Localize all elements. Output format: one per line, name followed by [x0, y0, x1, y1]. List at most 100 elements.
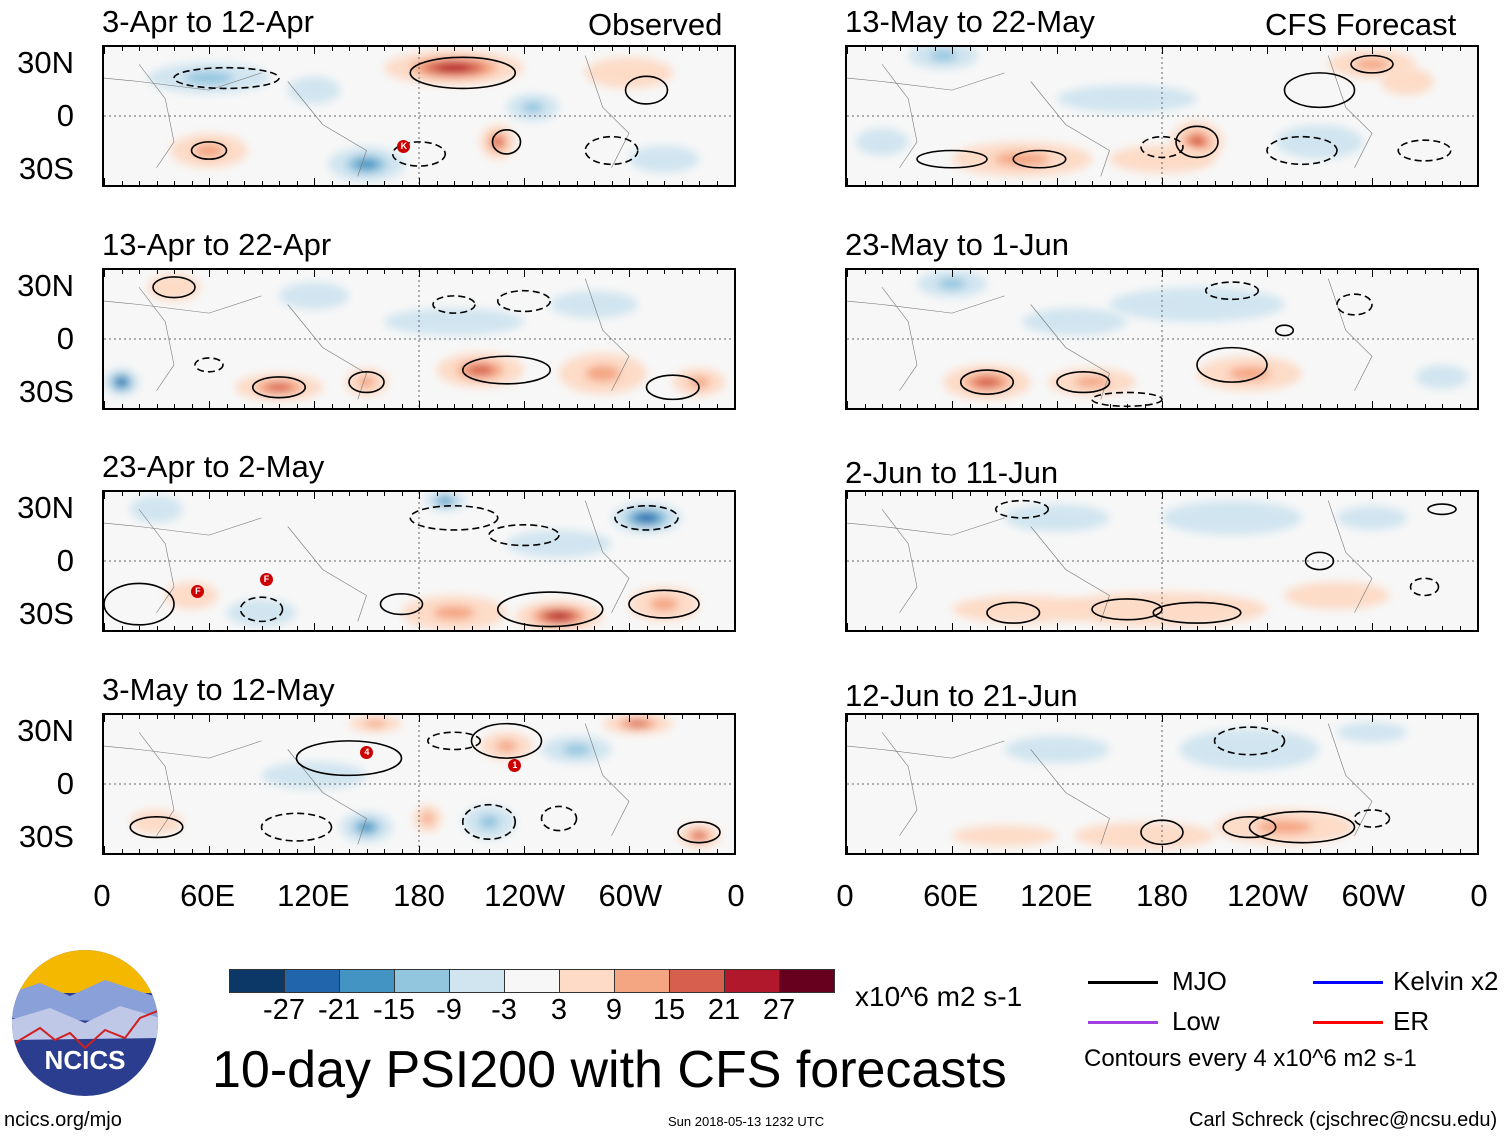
anomaly-blob	[349, 715, 402, 733]
lat-label: 30S	[18, 819, 74, 855]
contour-positive	[1306, 552, 1334, 569]
lat-label: 0	[56, 543, 74, 578]
contour-negative	[498, 291, 551, 312]
coastline	[882, 287, 917, 391]
lon-label: 60E	[923, 878, 979, 913]
colorbar-swatch	[725, 970, 780, 992]
coastline	[1328, 279, 1372, 391]
colorbar-tick: 27	[762, 994, 796, 1026]
coastline	[882, 732, 917, 836]
contour-negative	[1267, 137, 1337, 165]
lon-label: 60W	[598, 878, 663, 913]
coastline	[104, 518, 262, 535]
contour-negative	[1141, 137, 1183, 158]
cyclone-icon: 1	[508, 758, 522, 772]
footer-url[interactable]: ncics.org/mjo	[4, 1109, 122, 1131]
ncics-logo[interactable]: NCICS	[10, 948, 160, 1098]
lon-label: 120E	[277, 878, 350, 913]
anomaly-blob	[401, 595, 507, 630]
legend-line-low	[1088, 1021, 1158, 1024]
anomaly-blob	[559, 352, 647, 395]
panel-title: 23-May to 1-Jun	[845, 227, 1069, 262]
colorbar-tick: -3	[491, 994, 517, 1026]
contour-negative	[1206, 282, 1259, 299]
anomaly-blob	[1057, 84, 1197, 113]
anomaly-blob	[279, 282, 349, 310]
contour-positive	[463, 356, 551, 384]
lon-label: 180	[393, 878, 445, 913]
contour-negative	[410, 506, 498, 530]
contour-positive	[1428, 504, 1456, 514]
contour-positive	[917, 151, 987, 168]
coastline	[847, 741, 1005, 758]
contour-positive	[678, 822, 720, 843]
contour-positive	[349, 372, 384, 393]
anomaly-blob	[1004, 735, 1110, 764]
forecast-label: CFS Forecast	[1265, 7, 1457, 42]
legend-line-mjo	[1088, 981, 1158, 984]
anomaly-blob	[424, 492, 467, 511]
anomaly-blob	[147, 273, 201, 302]
anomaly-blob	[1022, 307, 1127, 336]
contour-negative	[195, 358, 223, 372]
contour-positive	[1092, 599, 1162, 620]
anomaly-blob	[384, 307, 524, 336]
contour-negative	[393, 142, 446, 166]
colorbar-swatch	[560, 970, 615, 992]
anomaly-blob	[1214, 809, 1355, 845]
cyclone-icon: 4	[360, 746, 374, 760]
contour-positive	[1197, 348, 1267, 383]
anomaly-blob	[462, 804, 516, 840]
contour-negative	[262, 813, 332, 841]
contour-negative	[489, 525, 559, 546]
map-panel-forecast	[845, 45, 1479, 187]
contour-positive	[493, 130, 521, 154]
coastline	[847, 296, 1005, 313]
lon-label: 0	[727, 878, 745, 913]
panel-title: 13-Apr to 22-Apr	[102, 227, 332, 262]
lon-label: 0	[836, 878, 854, 913]
anomaly-blob	[952, 825, 1057, 847]
map-panel-forecast	[845, 490, 1479, 632]
colorbar-tick: 3	[550, 994, 568, 1026]
panel-title: 3-Apr to 12-Apr	[102, 4, 314, 39]
lon-label: 120W	[1227, 878, 1309, 913]
anomaly-blob	[1004, 504, 1110, 532]
anomaly-blob	[1179, 728, 1320, 771]
anomaly-blob	[611, 502, 682, 534]
contour-positive	[1223, 817, 1276, 838]
observed-label: Observed	[588, 7, 723, 42]
panel-title: 12-Jun to 21-Jun	[845, 678, 1078, 713]
colorbar-swatch	[285, 970, 340, 992]
contour-positive	[987, 602, 1040, 623]
contour-positive	[192, 142, 227, 159]
contour-negative	[463, 805, 516, 840]
map-panel-forecast	[845, 713, 1479, 855]
panel-title: 3-May to 12-May	[102, 672, 335, 707]
contour-positive	[961, 370, 1014, 394]
colorbar-tick: 15	[652, 994, 686, 1026]
colorbar-swatch	[340, 970, 395, 992]
colorbar-tick: 9	[605, 994, 623, 1026]
coastline	[585, 279, 629, 391]
lat-label: 30N	[17, 489, 74, 525]
coastline	[1328, 501, 1372, 613]
contour-positive	[1153, 602, 1241, 623]
coastline	[104, 741, 262, 758]
contour-positive	[472, 724, 542, 759]
colorbar-tick: -9	[436, 994, 462, 1026]
contour-negative	[615, 506, 678, 530]
lat-label: 30S	[18, 596, 74, 632]
anomaly-blob	[1337, 721, 1407, 743]
contour-negative	[996, 501, 1049, 518]
coastline	[847, 73, 1005, 90]
contour-positive	[629, 590, 699, 618]
contour-positive	[253, 377, 306, 398]
anomaly-blob	[147, 62, 271, 94]
anomaly-blob	[908, 47, 979, 70]
anomaly-blob	[678, 823, 720, 848]
anomaly-blob	[170, 133, 248, 168]
lon-label: 0	[1470, 878, 1488, 913]
anomaly-blob	[345, 368, 388, 396]
anomaly-blob	[672, 368, 726, 396]
